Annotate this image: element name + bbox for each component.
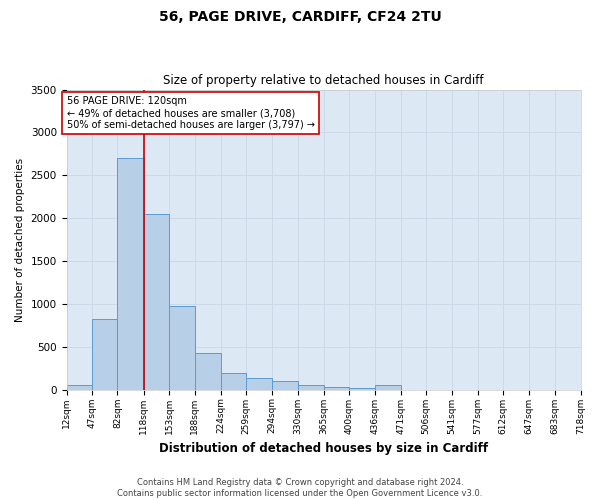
Text: Contains HM Land Registry data © Crown copyright and database right 2024.
Contai: Contains HM Land Registry data © Crown c…	[118, 478, 482, 498]
Bar	[375, 386, 401, 390]
Bar	[169, 306, 194, 390]
X-axis label: Distribution of detached houses by size in Cardiff: Distribution of detached houses by size …	[159, 442, 488, 455]
Title: Size of property relative to detached houses in Cardiff: Size of property relative to detached ho…	[163, 74, 484, 87]
Bar	[247, 378, 272, 390]
Bar	[349, 388, 375, 390]
Bar	[194, 353, 221, 390]
Bar	[67, 385, 92, 390]
Bar	[118, 158, 143, 390]
Y-axis label: Number of detached properties: Number of detached properties	[15, 158, 25, 322]
Bar	[221, 372, 247, 390]
Bar	[272, 381, 298, 390]
Text: 56 PAGE DRIVE: 120sqm
← 49% of detached houses are smaller (3,708)
50% of semi-d: 56 PAGE DRIVE: 120sqm ← 49% of detached …	[67, 96, 314, 130]
Bar	[92, 320, 118, 390]
Bar	[298, 386, 323, 390]
Text: 56, PAGE DRIVE, CARDIFF, CF24 2TU: 56, PAGE DRIVE, CARDIFF, CF24 2TU	[158, 10, 442, 24]
Bar	[323, 387, 349, 390]
Bar	[143, 214, 169, 390]
